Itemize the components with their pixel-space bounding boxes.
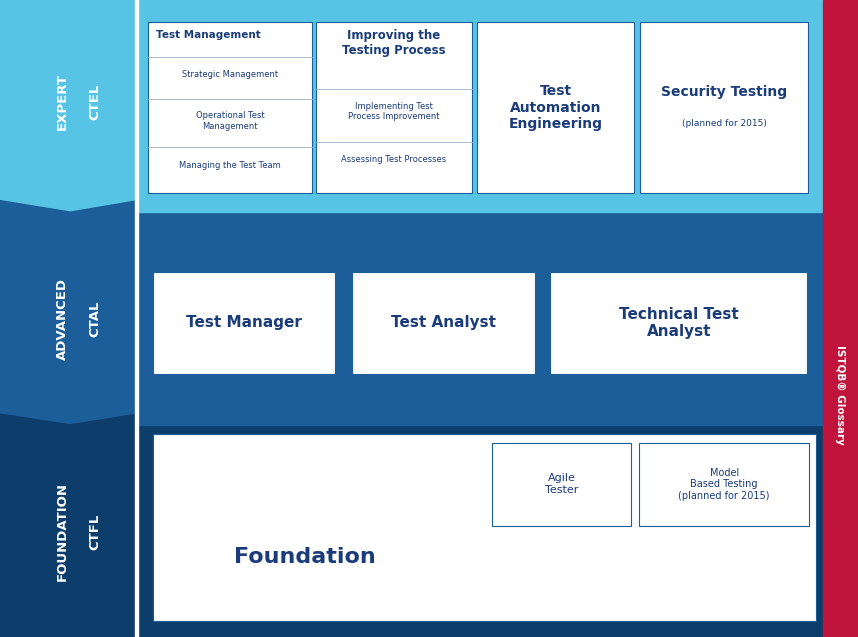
Text: Agile
Tester: Agile Tester: [545, 473, 578, 495]
Bar: [148, 22, 312, 193]
Text: Improving the
Testing Process: Improving the Testing Process: [342, 29, 445, 57]
Bar: [153, 272, 335, 374]
Bar: [823, 0, 858, 637]
Bar: [550, 272, 807, 374]
Text: FOUNDATION: FOUNDATION: [56, 482, 69, 582]
Text: Test Manager: Test Manager: [186, 315, 302, 331]
Text: Model
Based Testing
(planned for 2015): Model Based Testing (planned for 2015): [679, 468, 770, 501]
Text: CTFL: CTFL: [88, 513, 101, 550]
Polygon shape: [0, 0, 138, 212]
Text: Operational Test
Management: Operational Test Management: [196, 111, 264, 131]
Polygon shape: [0, 414, 138, 637]
Bar: [135, 0, 138, 637]
Text: Implementing Test
Process Improvement: Implementing Test Process Improvement: [348, 102, 439, 121]
Text: (planned for 2015): (planned for 2015): [682, 119, 766, 128]
Text: CTAL: CTAL: [88, 300, 101, 337]
Text: Test Analyst: Test Analyst: [390, 315, 496, 331]
Text: Test Management: Test Management: [156, 30, 261, 40]
Text: Managing the Test Team: Managing the Test Team: [179, 161, 281, 170]
Text: Technical Test
Analyst: Technical Test Analyst: [619, 307, 739, 339]
Text: EXPERT: EXPERT: [56, 73, 69, 131]
Polygon shape: [0, 201, 138, 425]
Bar: [492, 443, 631, 526]
Bar: [153, 434, 816, 621]
Bar: [477, 22, 634, 193]
Text: ISTQB® Glossary: ISTQB® Glossary: [836, 345, 845, 445]
Text: Test
Automation
Engineering: Test Automation Engineering: [509, 85, 602, 131]
Bar: [0, 425, 858, 637]
Text: Assessing Test Processes: Assessing Test Processes: [341, 155, 446, 164]
Bar: [639, 443, 809, 526]
Bar: [0, 0, 858, 212]
Text: Security Testing: Security Testing: [662, 85, 787, 99]
Bar: [640, 22, 808, 193]
Bar: [352, 272, 535, 374]
Bar: [0, 212, 858, 425]
Text: ADVANCED: ADVANCED: [56, 278, 69, 359]
Text: CTEL: CTEL: [88, 83, 101, 120]
Text: Strategic Management: Strategic Management: [182, 70, 278, 79]
Text: Foundation: Foundation: [233, 547, 376, 568]
Bar: [316, 22, 472, 193]
